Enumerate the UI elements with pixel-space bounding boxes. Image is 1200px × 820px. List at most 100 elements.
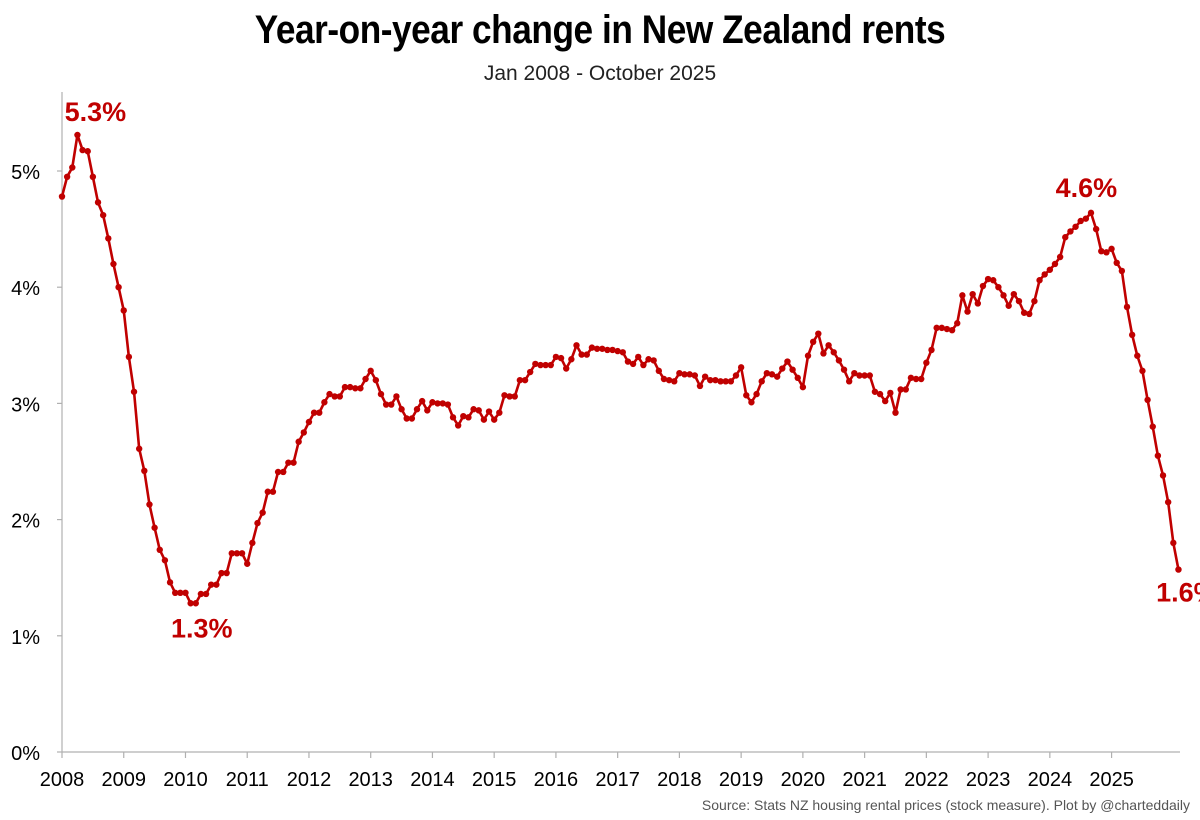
data-point [938,324,945,332]
data-point [362,375,369,383]
data-point [274,468,282,476]
data-point [676,369,683,377]
data-point [547,361,554,369]
annotation-label: 4.6% [1056,173,1118,203]
data-point [151,524,158,531]
data-point [743,392,750,399]
data-point [120,307,127,314]
data-point [959,292,966,299]
data-point [429,399,436,406]
data-point [208,581,215,588]
data-point [254,519,261,527]
data-point [305,418,313,426]
data-point [902,386,909,393]
data-point [866,372,873,379]
annotation-label: 1.6% [1156,578,1200,608]
data-point [1175,566,1182,573]
data-point [918,375,925,383]
data-point [490,416,498,423]
data-point [1164,498,1172,506]
data-point [537,361,544,369]
data-point [485,408,493,415]
data-point [943,325,951,333]
data-point [295,438,302,445]
data-point [223,569,230,577]
data-point [897,386,904,393]
data-point [84,148,91,155]
data-point [1144,396,1151,404]
data-point [737,364,745,371]
data-point [954,320,961,327]
data-point [696,382,704,390]
data-point [614,347,621,355]
data-point [58,193,66,200]
x-tick-label: 2011 [226,769,269,791]
data-point [377,390,385,398]
data-point [357,385,364,392]
data-point [882,397,889,405]
data-point [341,383,349,391]
data-point [213,581,220,588]
data-point [912,375,920,383]
data-point [722,378,729,385]
x-tick-label: 2009 [101,769,146,791]
x-tick-label: 2017 [595,769,640,791]
x-tick-label: 2014 [410,769,455,791]
data-point [583,351,590,358]
data-point [1026,310,1033,318]
data-point [89,173,97,181]
data-point [352,385,359,392]
data-point [393,393,400,400]
data-point [244,560,251,567]
plot-area [58,131,1182,607]
source-note: Source: Stats NZ housing rental prices (… [701,797,1190,813]
data-point [1092,225,1100,233]
series-line [60,133,1180,605]
data-point [1159,472,1167,479]
data-point [876,390,884,398]
x-tick-label: 2012 [287,769,332,791]
x-tick-label: 2023 [966,769,1011,791]
data-point [799,383,807,391]
data-point [511,393,518,400]
data-point [480,416,488,423]
data-point [1113,259,1120,266]
data-point [454,422,462,429]
data-point [593,345,601,352]
data-point [691,372,699,379]
annotation-label: 1.3% [171,613,233,643]
x-tick-label: 2010 [163,769,208,791]
data-point [444,401,452,408]
data-point [161,557,169,564]
data-point [804,352,812,359]
data-point [280,468,287,476]
data-point [346,383,354,391]
data-point [264,488,271,495]
data-point [964,308,971,315]
data-point [1170,539,1177,547]
data-point [259,509,266,516]
data-point [521,376,529,384]
data-point [135,445,143,452]
data-point [1098,247,1105,255]
data-point [326,390,333,398]
x-tick-label: 2024 [1028,769,1073,791]
data-point [1056,253,1064,261]
x-tick-label: 2025 [1089,769,1134,791]
data-point [588,344,596,351]
data-point [177,589,184,597]
data-point [238,550,246,557]
data-point [141,467,148,474]
data-point [1000,292,1007,299]
data-point [573,342,580,349]
y-tick-label: 5% [11,162,40,184]
y-tick-label: 2% [11,511,40,533]
data-point [784,358,791,365]
data-point [861,372,868,379]
chart-axes: 0% 1% 2% 3% 4% 5% 2008 2009 2010 2011 2012 2013 2014… [11,92,1180,791]
data-point [907,374,915,382]
x-tick-label: 2018 [657,769,702,791]
data-point [758,378,765,385]
data-point [1139,367,1146,375]
